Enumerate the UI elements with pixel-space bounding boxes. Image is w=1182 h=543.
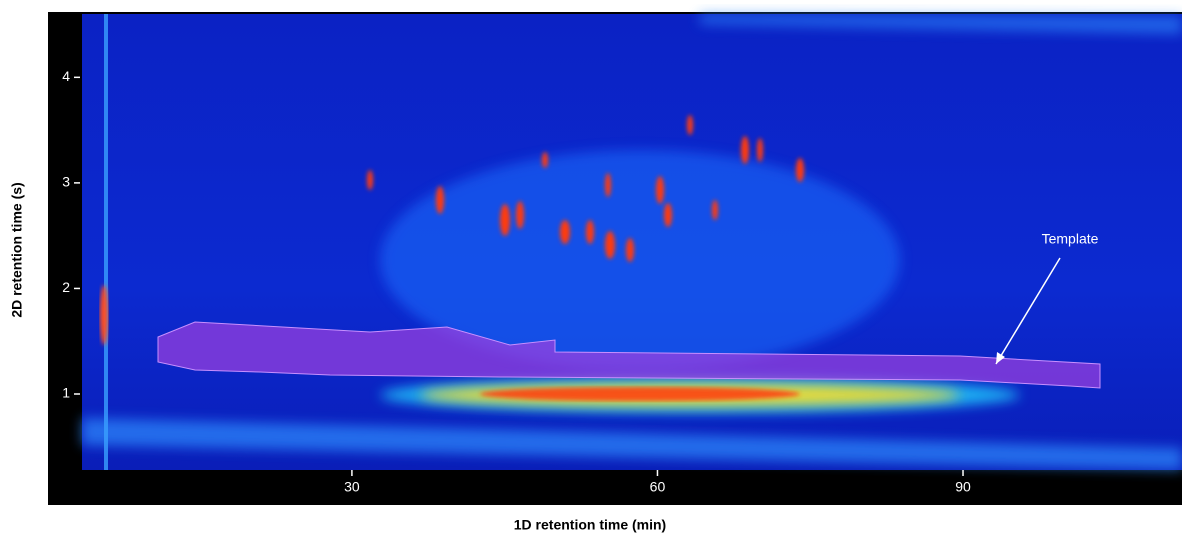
- x-axis-label: 1D retention time (min): [514, 517, 666, 533]
- column-bleed: [700, 14, 1182, 34]
- annotation-arrowhead: [996, 352, 1005, 364]
- annotation: Template: [1042, 231, 1099, 247]
- peak-cloud: [380, 150, 900, 370]
- solvent-line: [104, 14, 108, 470]
- y-tick-label: 2: [62, 279, 70, 295]
- solvent-peak: [100, 285, 108, 345]
- y-axis-label: 2D retention time (s): [9, 182, 25, 317]
- y-tick-label: 1: [62, 385, 70, 401]
- peak-band: [480, 387, 800, 401]
- x-tick-label: 60: [650, 479, 666, 495]
- y-tick-label: 4: [62, 68, 70, 84]
- y-tick-label: 3: [62, 174, 70, 190]
- heatmap: [82, 14, 1182, 470]
- x-tick-label: 90: [955, 479, 971, 495]
- column-bleed: [82, 418, 1182, 470]
- x-tick-label: 30: [344, 479, 360, 495]
- annotation-arrow: [995, 257, 1061, 365]
- peaks: [367, 115, 804, 262]
- template-region: [157, 321, 1101, 389]
